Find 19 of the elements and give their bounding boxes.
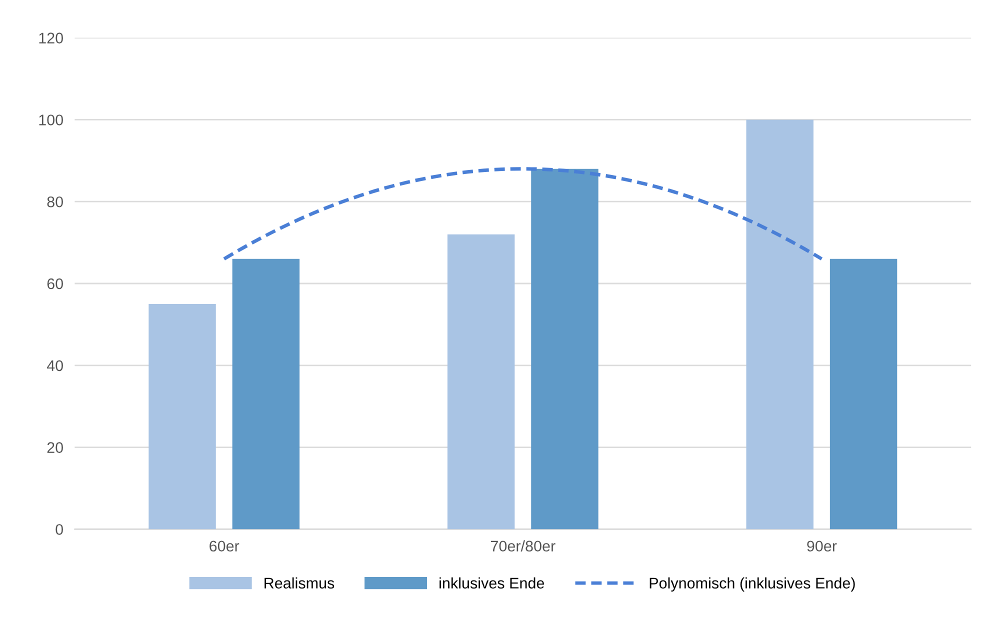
x-tick-label: 90er	[807, 540, 837, 552]
x-tick-label: 70er/80er	[490, 540, 556, 552]
bar	[531, 168, 598, 530]
y-tick-label: 0	[56, 524, 63, 535]
y-tick-label: 20	[47, 442, 63, 453]
y-tick-label: 60	[47, 278, 63, 290]
legend-label: Polynomisch (inklusives Ende)	[650, 577, 855, 592]
legend-label: Realismus	[264, 577, 334, 589]
y-tick-label: 40	[46, 360, 63, 372]
bar	[447, 234, 515, 530]
legend-label: inklusives Ende	[440, 577, 544, 589]
bar	[148, 304, 216, 530]
y-tick-label: 120	[39, 32, 63, 44]
y-tick-label: 80	[47, 196, 63, 208]
bar	[830, 258, 898, 530]
y-tick-label: 100	[39, 114, 63, 126]
bar	[232, 258, 300, 530]
bar	[746, 120, 814, 530]
x-tick-label: 60er	[210, 540, 240, 552]
